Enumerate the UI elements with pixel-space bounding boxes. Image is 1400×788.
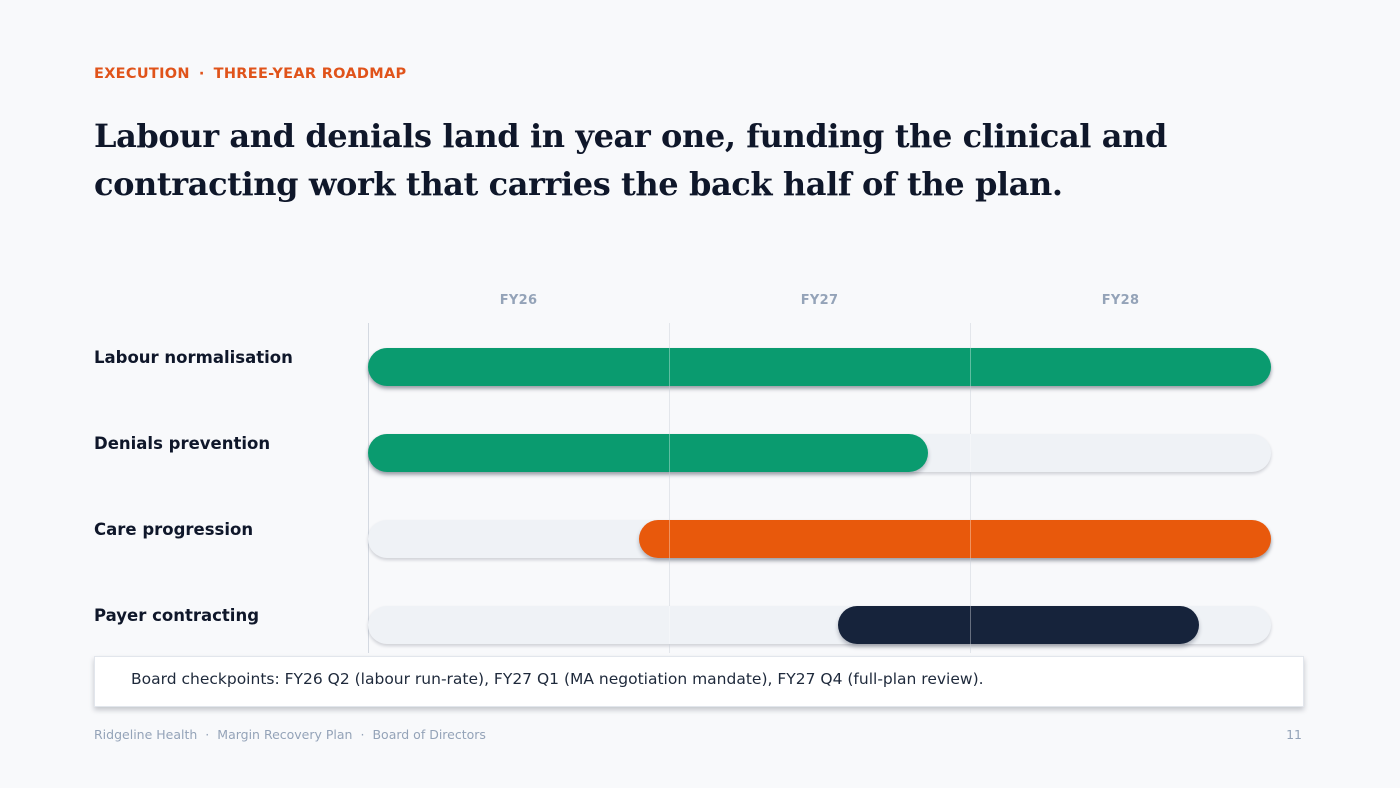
year-gridline-overlay (970, 323, 971, 653)
workstream-track (368, 348, 1271, 386)
eyebrow-section: EXECUTION (94, 66, 190, 82)
workstream-bar (368, 434, 928, 472)
eyebrow-separator: · (198, 66, 205, 82)
workstream-bar (368, 348, 1271, 386)
page-number: 11 (1286, 727, 1302, 742)
footer-audience: Board of Directors (372, 727, 486, 742)
workstream-label: Payer contracting (94, 606, 260, 625)
workstream-bar (638, 520, 1271, 558)
year-label-fy27: FY27 (800, 293, 839, 308)
workstream-label: Labour normalisation (94, 348, 293, 367)
year-gridline (368, 323, 369, 653)
slide-title: Labour and denials land in year one, fun… (94, 117, 1167, 203)
eyebrow: EXECUTION · THREE-YEAR ROADMAP (94, 66, 406, 82)
year-label-fy28: FY28 (1101, 293, 1140, 308)
workstream-label: Denials prevention (94, 434, 271, 453)
footer-separator: · (205, 727, 210, 742)
callout-text: Board checkpoints: FY26 Q2 (labour run-r… (131, 670, 984, 688)
year-gridline (669, 323, 670, 653)
year-gridline-overlay (669, 323, 670, 653)
footer-org: Ridgeline Health (94, 727, 198, 742)
footer: Ridgeline Health · Margin Recovery Plan · Bo… (94, 727, 486, 742)
workstream-track (368, 606, 1271, 644)
workstream-bar (837, 606, 1199, 644)
eyebrow-topic: THREE-YEAR ROADMAP (213, 66, 407, 82)
workstream-track (368, 434, 1271, 472)
workstream-track (368, 520, 1271, 558)
year-label-fy26: FY26 (499, 293, 538, 308)
workstream-label: Care progression (94, 520, 254, 539)
checkpoints-callout: Board checkpoints: FY26 Q2 (labour run-r… (94, 656, 1304, 707)
year-gridline (970, 323, 971, 653)
footer-separator: · (360, 727, 365, 742)
footer-plan: Margin Recovery Plan (217, 727, 353, 742)
